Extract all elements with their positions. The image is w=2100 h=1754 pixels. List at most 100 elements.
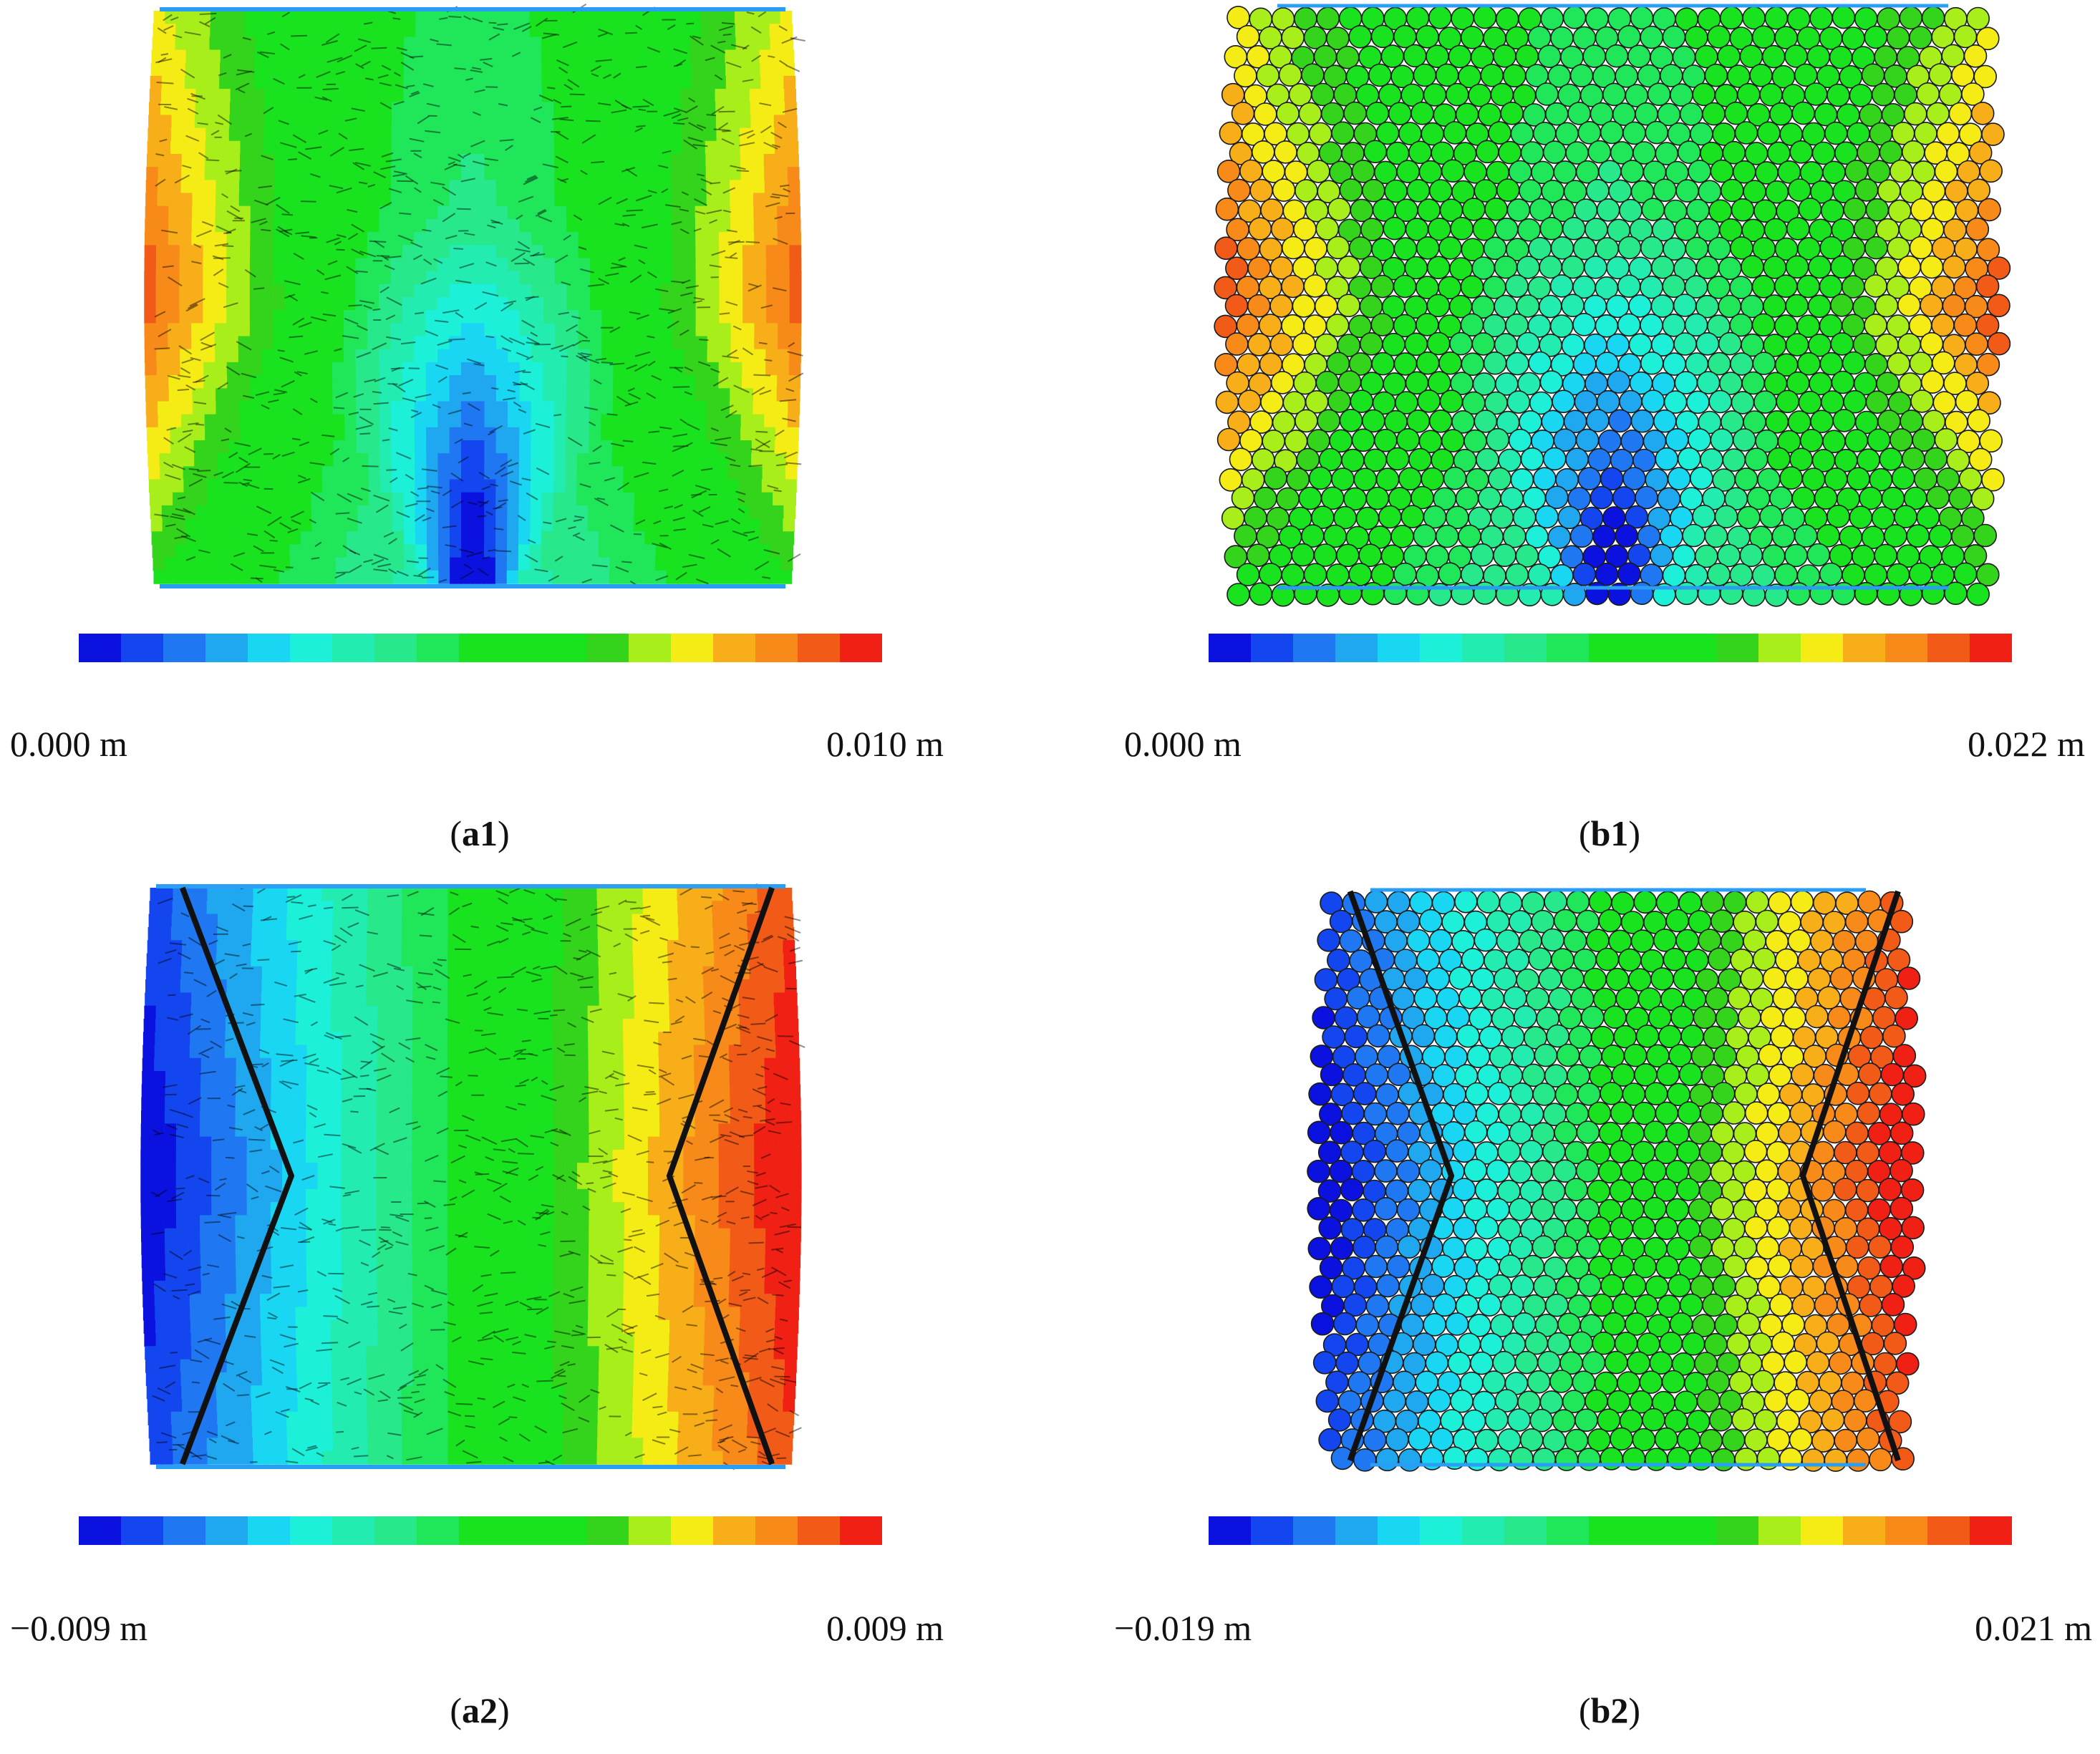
field-cell: [736, 926, 748, 941]
particle: [1493, 543, 1516, 568]
particle: [1359, 256, 1383, 279]
field-cell: [389, 992, 402, 1007]
texture-mark: [621, 167, 635, 173]
particle: [1809, 6, 1833, 30]
field-cell: [157, 388, 170, 402]
field-cell: [368, 127, 380, 142]
particle: [1488, 121, 1511, 145]
field-cell: [437, 388, 450, 402]
field-cell: [505, 926, 518, 941]
texture-mark: [442, 309, 460, 314]
texture-mark: [722, 130, 732, 132]
field-cell: [358, 37, 370, 51]
field-cell: [574, 901, 586, 915]
field-cell: [655, 544, 668, 558]
texture-mark: [325, 33, 340, 44]
field-cell: [631, 888, 644, 902]
texture-mark: [493, 26, 505, 31]
field-cell: [285, 284, 297, 298]
field-cell: [355, 232, 368, 246]
field-cell: [332, 180, 345, 194]
field-cell: [753, 218, 766, 233]
field-cell: [704, 466, 717, 480]
field-cell: [648, 375, 660, 389]
field-cell: [659, 388, 672, 402]
field-cell: [415, 557, 427, 571]
field-cell: [519, 362, 532, 376]
field-cell: [703, 492, 716, 506]
particle: [1736, 505, 1761, 530]
field-cell: [309, 362, 321, 376]
field-cell: [691, 966, 704, 980]
texture-mark: [482, 556, 490, 560]
field-cell: [542, 414, 555, 428]
texture-mark: [448, 16, 462, 19]
field-cell: [658, 115, 670, 129]
field-cell: [754, 323, 767, 337]
field-cell: [460, 245, 473, 259]
field-cell: [763, 440, 775, 454]
field-cell: [286, 127, 299, 142]
field-cell: [229, 115, 242, 129]
field-cell: [562, 888, 575, 902]
field-cell: [669, 89, 681, 103]
field-cell: [518, 37, 531, 51]
field-cell: [209, 37, 222, 51]
field-cell: [764, 401, 777, 415]
field-cell: [716, 127, 729, 142]
texture-mark: [400, 62, 415, 71]
field-cell: [738, 992, 751, 1007]
field-cell: [508, 427, 520, 441]
field-cell: [378, 966, 390, 980]
field-cell: [251, 440, 264, 454]
field-cell: [611, 89, 624, 103]
field-cell: [689, 570, 701, 584]
field-cell: [367, 349, 379, 363]
field-cell: [611, 453, 624, 467]
field-cell: [251, 414, 263, 428]
particle: [1413, 63, 1437, 87]
field-cell: [343, 284, 356, 298]
field-cell: [717, 180, 730, 194]
field-cell: [335, 24, 348, 38]
field-cell: [158, 440, 171, 454]
texture-mark: [478, 568, 489, 577]
field-cell: [181, 414, 193, 428]
field-cell: [737, 62, 749, 77]
field-cell: [564, 518, 577, 533]
field-cell: [645, 992, 658, 1007]
particle: [1292, 294, 1316, 318]
texture-mark: [591, 160, 605, 164]
field-cell: [620, 914, 633, 928]
field-cell: [369, 557, 382, 571]
texture-mark: [632, 105, 649, 108]
field-cell: [369, 89, 381, 103]
field-cell: [332, 926, 345, 941]
texture-mark: [238, 457, 248, 464]
field-cell: [390, 271, 403, 285]
field-cell: [482, 940, 495, 954]
field-cell: [575, 37, 588, 51]
field-cell: [221, 37, 233, 51]
field-cell: [157, 375, 169, 389]
field-cell: [508, 154, 520, 168]
field-cell: [719, 271, 732, 285]
field-cell: [737, 518, 749, 533]
field-cell: [789, 297, 802, 311]
field-cell: [783, 940, 795, 954]
field-cell: [518, 75, 531, 89]
field-cell: [145, 218, 157, 233]
field-cell: [707, 218, 719, 233]
particle: [1339, 408, 1363, 432]
particle: [1248, 217, 1272, 241]
field-cell: [379, 297, 391, 311]
field-cell: [158, 167, 170, 181]
texture-mark: [725, 301, 738, 306]
texture-mark: [675, 59, 687, 67]
field-cell: [402, 440, 415, 454]
texture-mark: [530, 253, 546, 257]
particle: [1382, 332, 1405, 357]
field-cell: [692, 479, 705, 493]
particle: [1239, 159, 1263, 183]
field-cell: [238, 258, 251, 272]
